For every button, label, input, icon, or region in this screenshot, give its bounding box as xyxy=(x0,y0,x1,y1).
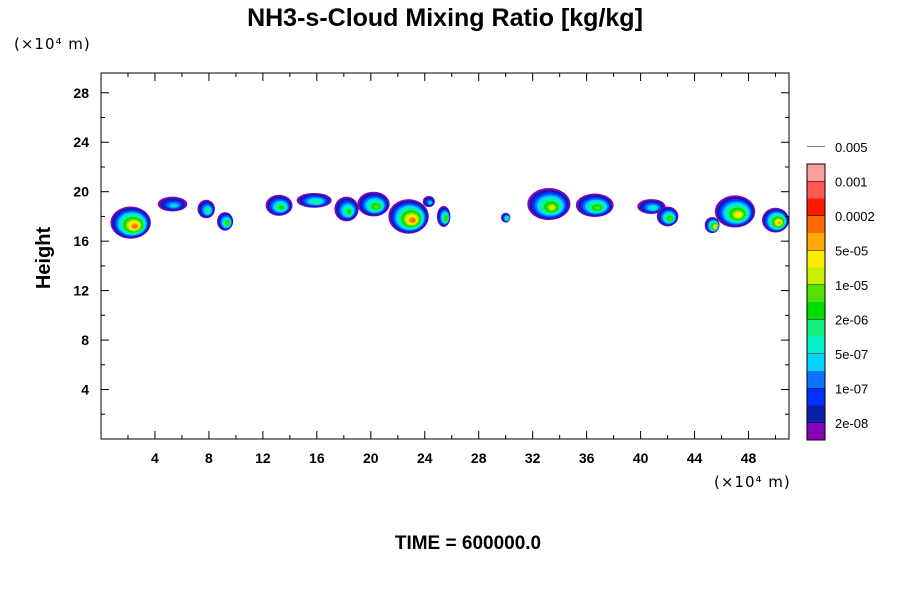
colorbar-swatch xyxy=(807,233,825,251)
cloud-contour xyxy=(777,221,782,225)
cloud-cell xyxy=(500,212,511,223)
plot-frame xyxy=(100,72,790,440)
cloud-cell xyxy=(388,199,429,234)
y-tick-label: 20 xyxy=(73,184,89,200)
time-label: TIME = 600000.0 xyxy=(395,533,541,554)
chart-title: NH3-s-Cloud Mixing Ratio [kg/kg] xyxy=(247,4,643,32)
x-tick-label: 20 xyxy=(363,450,379,466)
colorbar-swatch xyxy=(807,302,825,320)
y-tick-label: 12 xyxy=(73,283,89,299)
x-axis: 4 8 12 16 20 24 28 32 36 40 44 48 xyxy=(127,73,777,466)
colorbar-swatch xyxy=(807,198,825,216)
cloud-contour xyxy=(226,221,230,225)
x-tick-label: 16 xyxy=(309,450,325,466)
cloud-contour xyxy=(548,205,556,211)
y-axis-title: Height xyxy=(33,227,55,290)
colorbar-swatch xyxy=(807,250,825,268)
cloud-cell xyxy=(656,206,679,227)
cloud-contour xyxy=(206,209,211,213)
cloud-contour xyxy=(445,217,448,221)
colorbar-label: 1e-05 xyxy=(835,278,868,293)
cloud-cell xyxy=(110,206,151,239)
colorbar-swatch xyxy=(807,267,825,285)
colorbar-swatch xyxy=(807,319,825,337)
y-axis: 4 8 12 16 20 24 28 xyxy=(73,85,789,415)
cloud-cell xyxy=(422,196,435,208)
cloud-contour xyxy=(132,224,138,229)
cloud-cell xyxy=(217,212,234,231)
colorbar-label: 5e-07 xyxy=(835,347,868,362)
cloud-cell xyxy=(357,191,390,217)
colorbar-label: 5e-05 xyxy=(835,243,868,258)
x-tick-label: 4 xyxy=(151,450,159,466)
y-tick-label: 24 xyxy=(73,134,89,150)
x-tick-label: 24 xyxy=(417,450,433,466)
y-tick-label: 28 xyxy=(73,85,89,101)
cloud-cell xyxy=(157,196,188,212)
colorbar-swatch xyxy=(807,215,825,233)
cloud-field xyxy=(110,187,789,239)
x-tick-label: 40 xyxy=(633,450,649,466)
colorbar-swatch xyxy=(807,284,825,302)
cloud-contour xyxy=(594,205,601,210)
colorbar-swatch xyxy=(807,164,825,182)
cloud-cell xyxy=(575,193,614,218)
x-tick-label: 32 xyxy=(525,450,541,466)
x-tick-label: 44 xyxy=(687,450,703,466)
y-tick-label: 4 xyxy=(81,382,89,398)
y-tick-label: 16 xyxy=(73,233,89,249)
colorbar-swatch xyxy=(807,422,825,440)
colorbar-label: 2e-06 xyxy=(835,312,868,327)
x-tick-label: 36 xyxy=(579,450,595,466)
cloud-cell xyxy=(296,192,332,208)
colorbar-label: 0.005 xyxy=(835,140,868,155)
colorbar: 2e-08 1e-07 5e-07 2e-06 1e-05 5e-05 0.0002 0.00… xyxy=(806,140,875,441)
cloud-contour xyxy=(428,201,432,205)
cloud-cell xyxy=(637,199,666,214)
cloud-cell xyxy=(436,205,451,227)
cloud-contour xyxy=(346,209,352,215)
cloud-contour xyxy=(312,200,320,204)
x-tick-label: 12 xyxy=(255,450,271,466)
y-axis-unit: (×10⁴ m) xyxy=(14,35,91,53)
colorbar-swatch xyxy=(807,371,825,389)
cloud-contour xyxy=(735,212,742,218)
cloud-cell xyxy=(334,196,359,222)
colorbar-swatch xyxy=(807,181,825,199)
colorbar-swatch xyxy=(807,353,825,371)
x-tick-label: 8 xyxy=(205,450,213,466)
colorbar-label: 0.0002 xyxy=(835,209,875,224)
x-tick-label: 28 xyxy=(471,450,487,466)
colorbar-label: 2e-08 xyxy=(835,416,868,431)
cloud-contour xyxy=(373,204,380,209)
cloud-cell xyxy=(714,195,756,228)
x-tick-label: 48 xyxy=(741,450,757,466)
cloud-cell xyxy=(527,187,571,221)
cloud-contour xyxy=(279,205,285,210)
colorbar-swatch xyxy=(807,388,825,406)
cloud-contour xyxy=(714,225,717,228)
cloud-cell xyxy=(762,207,789,233)
cloud-contour xyxy=(507,217,510,220)
colorbar-swatch xyxy=(807,405,825,423)
cloud-contour xyxy=(668,216,673,221)
cloud-contour xyxy=(410,218,416,223)
colorbar-frame xyxy=(806,163,826,441)
x-axis-unit: (×10⁴ m) xyxy=(714,473,791,491)
colorbar-label: 1e-07 xyxy=(835,381,868,396)
colorbar-label: 0.001 xyxy=(835,174,868,189)
cloud-cell xyxy=(197,199,215,219)
cloud-cell xyxy=(704,217,720,234)
cloud-contour xyxy=(169,203,179,208)
y-tick-label: 8 xyxy=(81,332,89,348)
cloud-cell xyxy=(265,194,293,216)
cloud-contour xyxy=(649,206,657,210)
colorbar-swatch xyxy=(807,336,825,354)
